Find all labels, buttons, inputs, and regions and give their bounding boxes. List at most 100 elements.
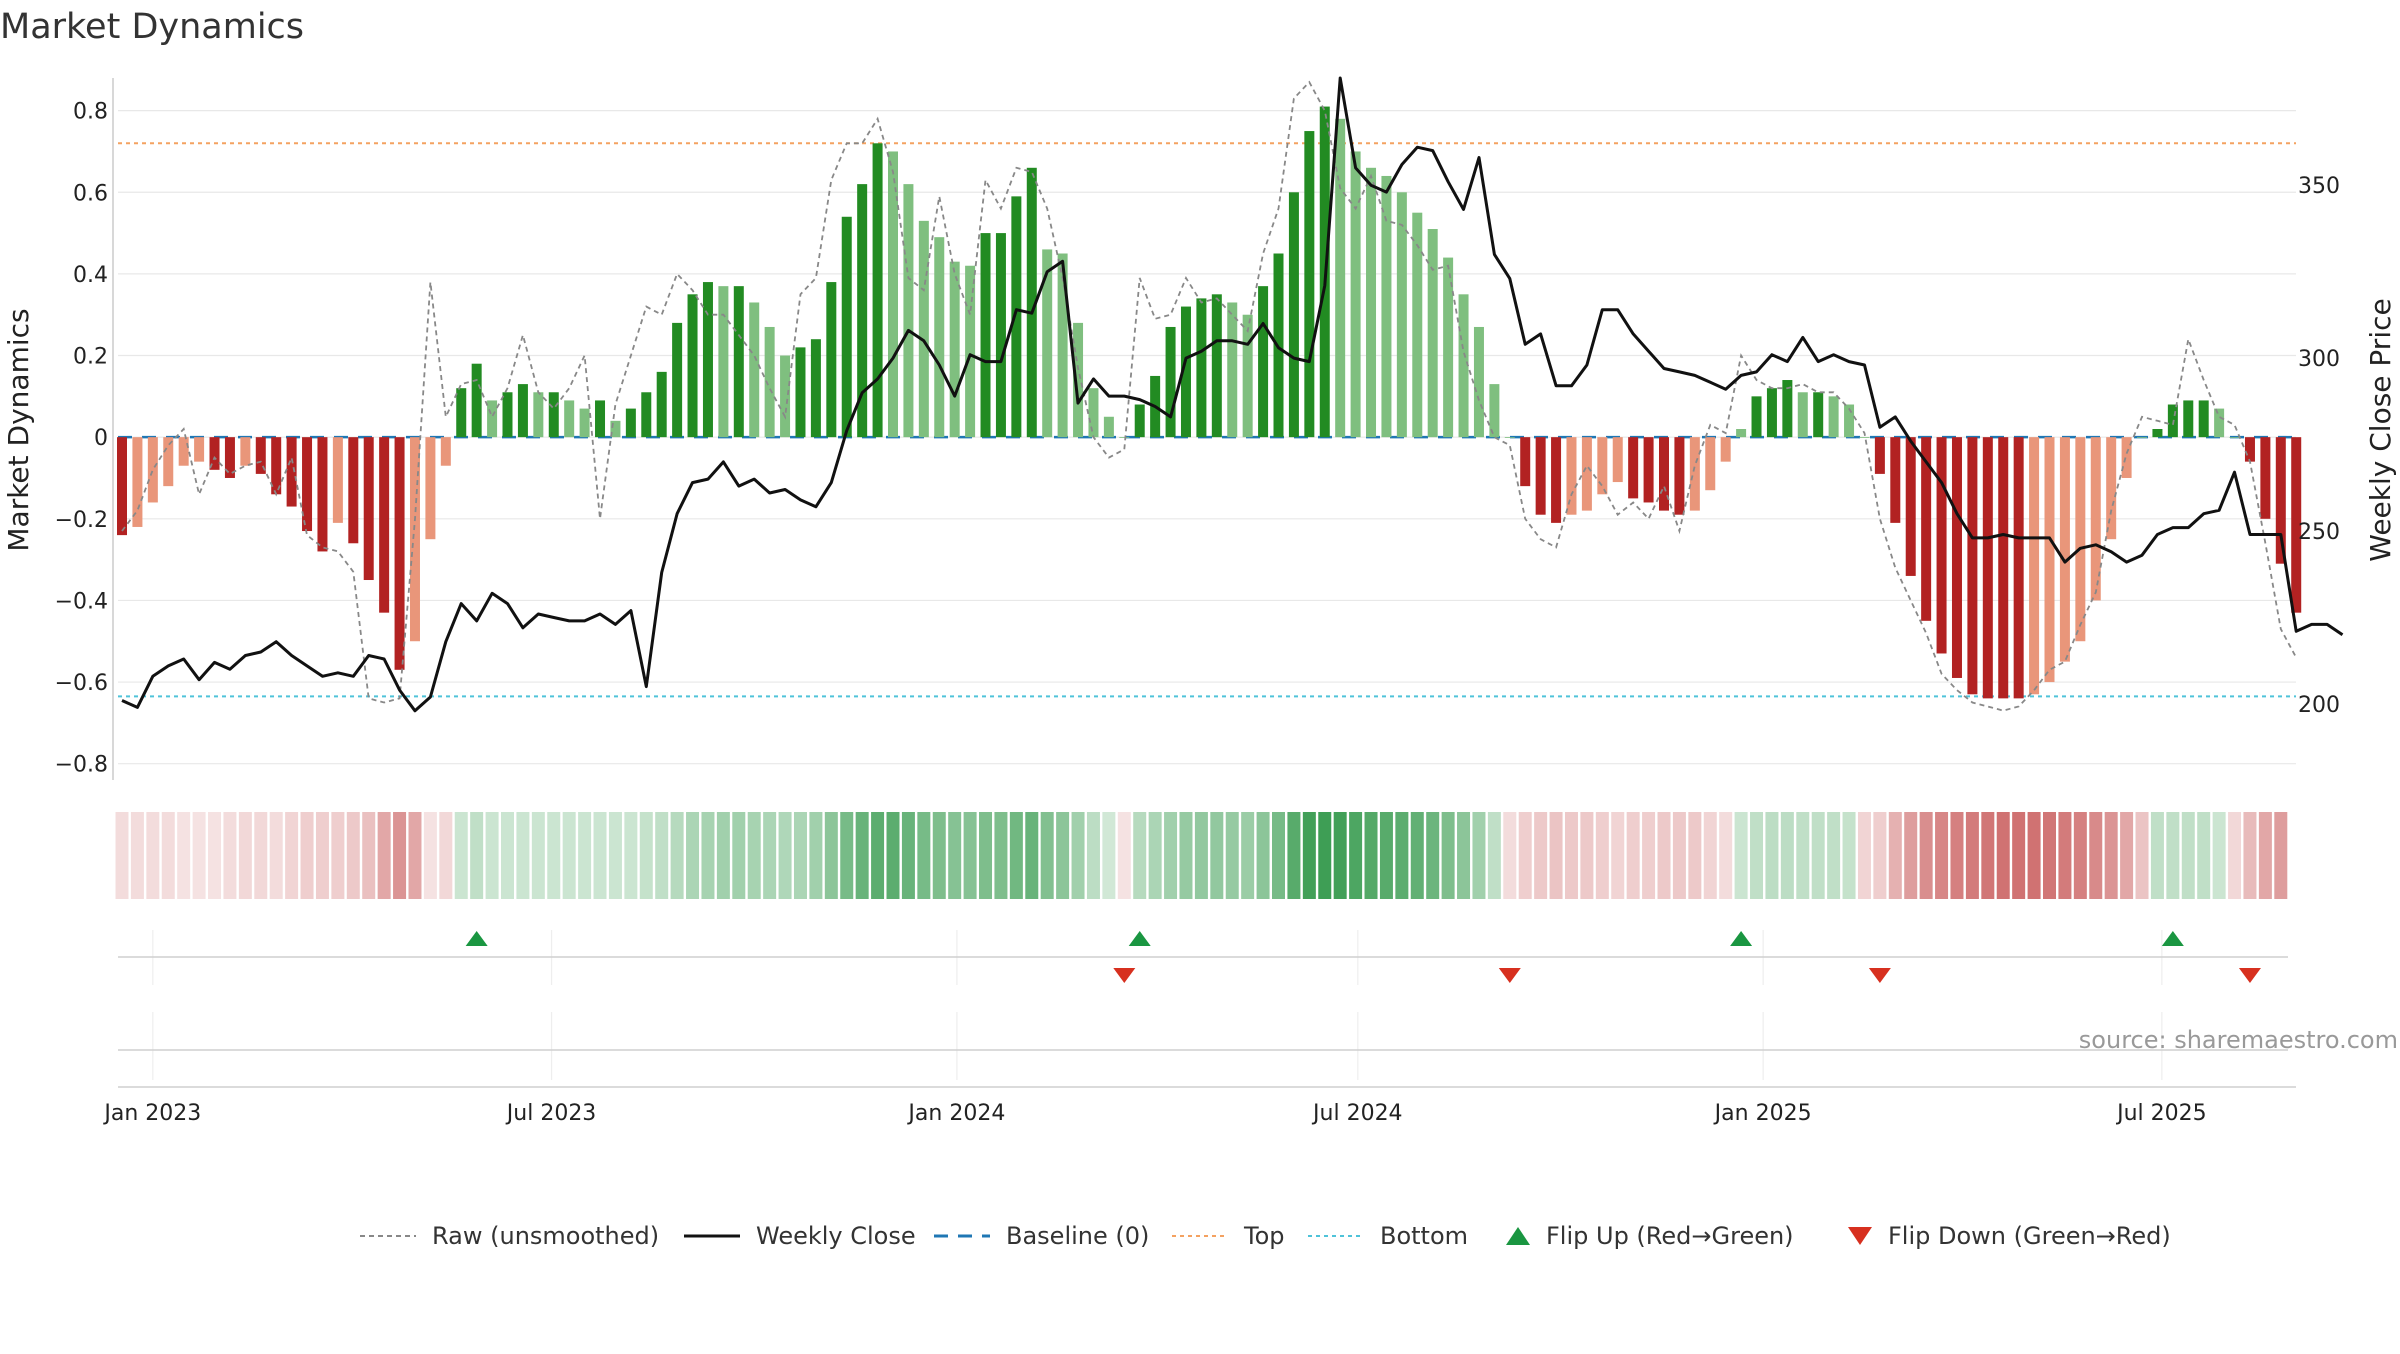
dynamics-bar [1412, 212, 1423, 438]
dynamics-bar [903, 184, 914, 438]
heat-cell [1904, 812, 1918, 899]
heat-cell [1487, 812, 1501, 899]
legend: Raw (unsmoothed) Weekly Close Baseline (0)… [360, 1222, 2171, 1250]
flip-down-marker [2238, 968, 2261, 983]
dynamics-bar [1705, 437, 1716, 491]
y-tick-label: −0.8 [55, 753, 108, 778]
dynamics-bar [409, 437, 420, 642]
dynamics-bar [1473, 326, 1484, 438]
dynamics-bar [702, 282, 713, 438]
heat-cell [2104, 812, 2118, 899]
heat-cell [578, 812, 592, 899]
legend-item: Raw (unsmoothed) [360, 1222, 659, 1250]
dynamics-bar [749, 302, 760, 438]
heat-cell [608, 812, 622, 899]
heat-cell [1148, 812, 1162, 899]
dynamics-bar [517, 384, 528, 438]
dynamics-bar [1535, 437, 1546, 515]
flip-down-marker [1868, 968, 1891, 983]
dynamics-bar [1951, 437, 1962, 678]
dynamics-bar [1088, 388, 1099, 438]
y2-tick-label: 250 [2298, 520, 2340, 545]
dynamics-bar [872, 143, 883, 438]
dynamics-bar [2044, 437, 2055, 683]
dynamics-bar [995, 233, 1006, 438]
heat-cell [1133, 812, 1147, 899]
dynamics-bar [2121, 437, 2132, 478]
dynamics-bar [1443, 257, 1454, 438]
heat-cell [1194, 812, 1208, 899]
dynamics-bar [595, 400, 606, 438]
dynamics-bar [579, 408, 590, 438]
dynamics-bar [1180, 306, 1191, 438]
dynamics-bar [1520, 437, 1531, 487]
heat-cell [2212, 812, 2226, 899]
heat-cell [1302, 812, 1316, 899]
heat-cell [1179, 812, 1193, 899]
heat-cell [1888, 812, 1902, 899]
dynamics-bar [224, 437, 235, 478]
dynamics-bar [1751, 396, 1762, 438]
heat-cell [2073, 812, 2087, 899]
dynamics-bar [394, 437, 405, 670]
heat-cell [1040, 812, 1054, 899]
heat-cell [979, 812, 993, 899]
dynamics-bar [2275, 437, 2286, 564]
legend-item: Top [1172, 1222, 1285, 1250]
heat-cell [1734, 812, 1748, 899]
heat-cell [192, 812, 206, 899]
dynamics-bar [2183, 400, 2194, 438]
heat-cell [1919, 812, 1933, 899]
dynamics-bar [456, 388, 467, 438]
chart-title: Market Dynamics [0, 7, 304, 47]
heat-cell [393, 812, 407, 899]
heat-cell [1564, 812, 1578, 899]
heat-cell [2043, 812, 2056, 899]
dynamics-bar [1304, 131, 1315, 438]
dynamics-bar [949, 261, 960, 438]
dynamics-bar [1874, 437, 1885, 474]
dynamics-bar [826, 282, 837, 438]
heat-cell [655, 812, 669, 899]
dynamics-bar [1073, 322, 1084, 438]
dynamics-bar [1782, 380, 1793, 438]
heat-cell [1842, 812, 1856, 899]
legend-item: Flip Up (Red→Green) [1506, 1222, 1794, 1250]
heat-cell [994, 812, 1008, 899]
heat-cell [1086, 812, 1100, 899]
heat-cell [1950, 812, 1964, 899]
dynamics-bar [1504, 437, 1515, 438]
dynamics-bar [1011, 196, 1022, 438]
heat-cell [362, 812, 376, 899]
dynamics-bar [440, 437, 451, 466]
heat-cell [1765, 812, 1779, 899]
heat-cell [1210, 812, 1224, 899]
heat-cell [1811, 812, 1825, 899]
y-tick-label: 0.4 [73, 263, 108, 288]
heat-cell [1750, 812, 1764, 899]
flip-up-marker [465, 931, 488, 946]
heat-cell [146, 812, 160, 899]
heat-cell [2058, 812, 2072, 899]
heat-cell [1225, 812, 1239, 899]
legend-label: Top [1243, 1222, 1285, 1250]
dynamics-bar [271, 437, 282, 495]
heat-cell [1996, 812, 2010, 899]
heat-cell [1256, 812, 1270, 899]
empty-panel [118, 1049, 2296, 1088]
heat-cell [454, 812, 468, 899]
dynamics-bar [1211, 294, 1222, 438]
dynamics-bar [1828, 396, 1839, 438]
heat-cell [1117, 812, 1131, 899]
dynamics-bar [1350, 151, 1361, 438]
dynamics-bar [147, 437, 158, 503]
dynamics-bar [471, 363, 482, 438]
dynamics-bar [255, 437, 266, 474]
dynamics-bar [1119, 437, 1130, 438]
y2-axis-label: Weekly Close Price [2364, 298, 2397, 561]
heat-cell [963, 812, 977, 899]
dynamics-bar [348, 437, 359, 544]
heat-cell [516, 812, 530, 899]
heat-cell [562, 812, 576, 899]
heat-cell [2228, 812, 2242, 899]
